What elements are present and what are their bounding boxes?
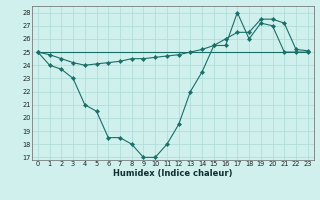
X-axis label: Humidex (Indice chaleur): Humidex (Indice chaleur) [113, 169, 233, 178]
